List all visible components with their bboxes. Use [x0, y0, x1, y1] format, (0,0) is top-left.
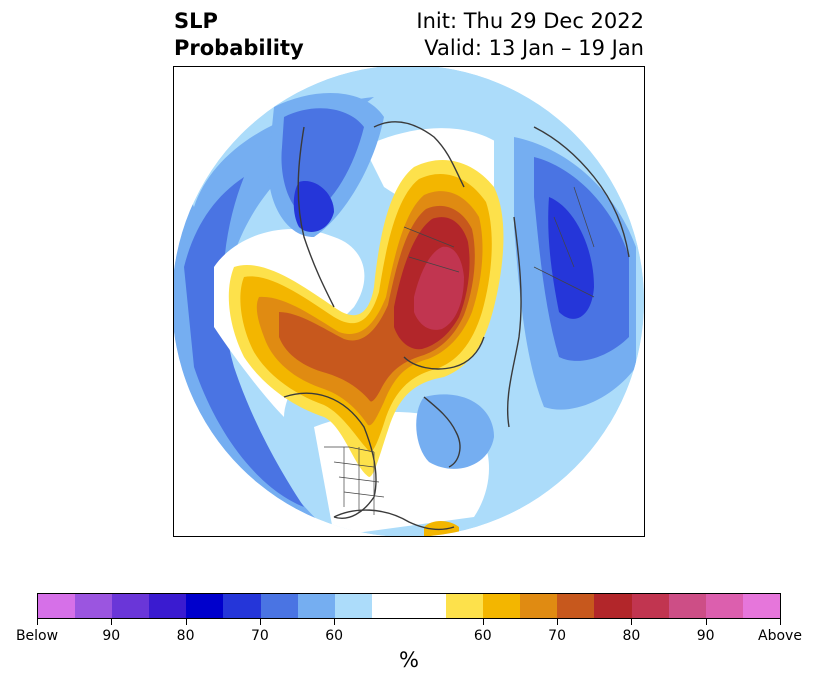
field-below-90-nw — [293, 181, 334, 232]
colorbar-tick — [631, 619, 633, 625]
colorbar-tick-label: 70 — [548, 628, 567, 644]
colorbar-tick-label: 70 — [250, 628, 269, 644]
colorbar-tick-label: 90 — [102, 628, 121, 644]
colorbar-tick-label: Below — [15, 628, 59, 644]
colorbar-segment — [520, 594, 558, 618]
colorbar-segment — [408, 594, 447, 618]
colorbar-tick — [780, 619, 781, 625]
title-variable: SLP — [174, 9, 218, 33]
colorbar-tick — [557, 619, 559, 625]
colorbar-segment — [149, 594, 187, 618]
colorbar-tick — [259, 619, 261, 625]
colorbar-tick-label: 90 — [696, 628, 715, 644]
field-below-80-west — [184, 177, 304, 507]
field-below-90-east — [548, 197, 594, 319]
colorbar-tick-label: 60 — [473, 628, 492, 644]
colorbar-tick — [185, 619, 187, 625]
map-panel — [173, 66, 645, 537]
valid-range: Valid: 13 Jan – 19 Jan — [424, 36, 644, 60]
colorbar-tick — [37, 619, 38, 625]
colorbar — [37, 593, 781, 619]
colorbar-segment — [446, 594, 484, 618]
colorbar-segment — [483, 594, 521, 618]
colorbar-segment — [75, 594, 113, 618]
colorbar-segment — [705, 594, 743, 618]
colorbar-tick-label: 60 — [325, 628, 344, 644]
political-borders — [324, 186, 595, 515]
coastlines — [283, 121, 630, 531]
colorbar-segment — [112, 594, 150, 618]
colorbar-tick — [482, 619, 484, 625]
colorbar-segment — [297, 594, 335, 618]
init-date: Init: Thu 29 Dec 2022 — [416, 9, 644, 33]
colorbar-tick-label: 80 — [176, 628, 195, 644]
colorbar-segment — [371, 594, 409, 618]
title-right: Init: Thu 29 Dec 2022 Valid: 13 Jan – 19… — [416, 8, 644, 62]
colorbar-segment — [260, 594, 298, 618]
field-above-90-crimson — [414, 246, 464, 330]
title-left: SLP Probability — [174, 8, 304, 62]
colorbar-segment — [668, 594, 706, 618]
colorbar-tick-label: 80 — [622, 628, 641, 644]
colorbar-tick — [705, 619, 707, 625]
colorbar-segment — [186, 594, 224, 618]
colorbar-segment — [223, 594, 261, 618]
colorbar-segment — [38, 594, 76, 618]
colorbar-unit-label: % — [399, 648, 419, 672]
colorbar-segment — [594, 594, 632, 618]
probability-map — [174, 67, 644, 536]
colorbar-tick — [111, 619, 113, 625]
colorbar-tick-label: Above — [758, 628, 802, 644]
colorbar-tick — [334, 619, 336, 625]
field-above-60-south — [424, 521, 459, 536]
colorbar-segment — [742, 594, 780, 618]
colorbar-segment — [334, 594, 372, 618]
colorbar-segment — [631, 594, 669, 618]
colorbar-segment — [557, 594, 595, 618]
title-field: Probability — [174, 36, 304, 60]
